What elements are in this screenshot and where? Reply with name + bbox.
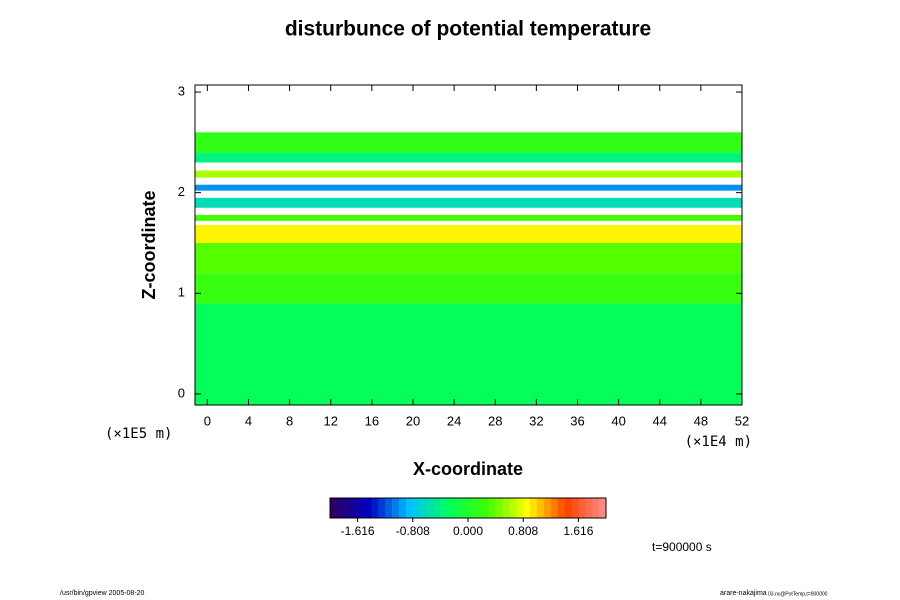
x-tick-label: 4 [245,413,252,428]
colorbar-cell [330,498,338,518]
colorbar-cell [530,498,538,518]
colorbar-tick-label: 0.000 [453,524,483,538]
colorbar-cell [371,498,379,518]
colorbar-cell [399,498,407,518]
x-tick-label: 28 [488,413,502,428]
y-unit: (×1E5 m) [105,426,172,442]
y-tick-label: 2 [178,184,185,199]
colorbar-cell [419,498,427,518]
field-band [195,177,742,185]
x-tick-label: 8 [286,413,293,428]
time-label: t=900000 s [652,540,712,554]
x-tick-label: 52 [735,413,749,428]
colorbar-cell [447,498,455,518]
colorbar-cell [454,498,462,518]
x-tick-label: 16 [365,413,379,428]
colorbar-cell [412,498,420,518]
colorbar-cell [557,498,565,518]
footer-left: /usr/bin/gpview 2005-08-20 [60,590,145,597]
x-tick-label: 12 [323,413,337,428]
colorbar-cell [357,498,365,518]
field-band [195,242,742,274]
colorbar-cell [378,498,386,518]
footer-right: arare-nakajima [720,590,767,597]
x-axis-label: X-coordinate [413,459,523,479]
y-axis-label: Z-coordinate [139,190,159,299]
x-tick-label: 24 [447,413,461,428]
field-band [195,220,742,225]
x-tick-label: 0 [204,413,211,428]
x-tick-label: 44 [653,413,667,428]
colorbar-tick-label: -1.616 [341,524,375,538]
field-band [195,197,742,208]
colorbar-cell [495,498,503,518]
colorbar-cell [509,498,517,518]
colorbar-tick-label: 1.616 [563,524,593,538]
colorbar-cell [537,498,545,518]
field-band [195,132,742,153]
field-band [195,190,742,198]
field-band [195,207,742,215]
x-tick-label: 36 [570,413,584,428]
colorbar-cell [578,498,586,518]
colorbar-cell [461,498,469,518]
colorbar-cell [364,498,372,518]
field-band [195,184,742,191]
x-unit: (×1E4 m) [685,434,752,450]
colorbar-cell [392,498,400,518]
field-band [195,162,742,171]
colorbar-cell [440,498,448,518]
colorbar-cell [350,498,358,518]
colorbar-cell [385,498,393,518]
field-band [195,303,742,405]
colorbar-cell [488,498,496,518]
field-band [195,214,742,221]
colorbar-tick-label: -0.808 [396,524,430,538]
colorbar-cell [523,498,531,518]
x-tick-label: 32 [529,413,543,428]
colorbar-cell [468,498,476,518]
x-tick-label: 20 [406,413,420,428]
colorbar-cell [564,498,572,518]
field-band [195,224,742,243]
x-tick-label: 40 [611,413,625,428]
colorbar-cell [550,498,558,518]
colorbar-cell [426,498,434,518]
field-band [195,170,742,178]
y-tick-label: 3 [178,83,185,98]
colorbar-cell [502,498,510,518]
colorbar-tick-label: 0.808 [508,524,538,538]
colorbar-cell [336,498,345,518]
y-tick-label: 0 [178,385,185,400]
colorbar-cell [433,498,441,518]
field-band [195,273,742,304]
colorbar-cell [571,498,579,518]
colorbar-cell [405,498,414,518]
y-tick-label: 1 [178,285,185,300]
colorbar-cell [481,498,489,518]
plot-frame [194,84,743,406]
colorbar-cell [474,498,483,518]
field-band [195,152,742,163]
x-tick-label: 48 [694,413,708,428]
colorbar-cell [585,498,593,518]
colorbar-cell [516,498,524,518]
colorbar-cell [343,498,351,518]
chart-title: disturbunce of potential temperature [285,18,651,41]
colorbar-cell [592,498,600,518]
footer-right-small: 03.nc@PotTemp,t=900000 [768,591,828,597]
colorbar-cell [543,498,552,518]
colorbar-cell [599,498,607,518]
